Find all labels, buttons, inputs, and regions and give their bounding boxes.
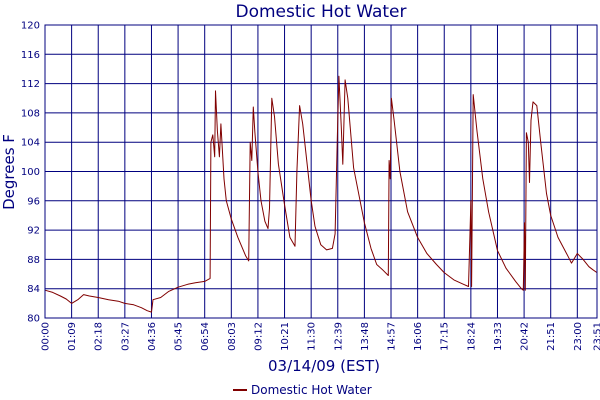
x-tick-label: 11:30 xyxy=(307,322,318,351)
chart-title: Domestic Hot Water xyxy=(235,2,406,22)
x-tick-label: 20:42 xyxy=(520,322,531,351)
x-tick-label: 12:39 xyxy=(333,322,344,351)
x-tick-label: 19:33 xyxy=(493,322,504,351)
x-tick-label: 23:51 xyxy=(593,322,600,351)
x-tick-label: 03:27 xyxy=(120,322,131,351)
y-tick-label: 116 xyxy=(21,50,40,61)
y-tick-label: 84 xyxy=(27,284,40,295)
x-tick-label: 16:06 xyxy=(413,322,424,351)
x-tick-label: 09:12 xyxy=(253,322,264,351)
x-tick-label: 01:09 xyxy=(67,322,78,351)
legend-label: Domestic Hot Water xyxy=(251,383,372,397)
y-axis-label: Degrees F xyxy=(0,134,18,210)
series-line-0 xyxy=(44,75,598,313)
x-tick-label: 04:36 xyxy=(147,322,158,351)
x-axis-label: 03/14/09 (EST) xyxy=(268,357,380,375)
y-tick-label: 88 xyxy=(27,255,40,266)
x-tick-label: 17:15 xyxy=(440,322,451,351)
y-tick-label: 80 xyxy=(27,314,40,325)
y-tick-labels: 80 84 88 92 96 100 104 108 112 116 120 xyxy=(21,21,40,325)
x-tick-label: 10:21 xyxy=(280,322,291,351)
x-tick-label: 05:45 xyxy=(174,322,185,351)
grid xyxy=(44,24,598,319)
y-tick-label: 100 xyxy=(21,167,40,178)
x-tick-label: 02:18 xyxy=(94,322,105,351)
x-tick-label: 18:24 xyxy=(466,322,477,351)
plot-frame xyxy=(44,24,598,319)
x-tick-label: 13:48 xyxy=(360,322,371,351)
x-tick-labels: 00:00 01:09 02:18 03:27 04:36 05:45 06:54 08:03… xyxy=(41,322,600,351)
y-tick-label: 120 xyxy=(21,21,40,32)
y-tick-label: 96 xyxy=(27,196,40,207)
y-tick-label: 104 xyxy=(21,138,40,149)
x-tick-label: 06:54 xyxy=(200,322,211,351)
y-tick-label: 92 xyxy=(27,226,40,237)
x-tick-label: 21:51 xyxy=(546,322,557,351)
y-tick-label: 108 xyxy=(21,108,40,119)
x-tick-label: 23:00 xyxy=(573,322,584,351)
legend: Domestic Hot Water xyxy=(233,383,372,397)
x-tick-label: 08:03 xyxy=(227,322,238,351)
x-tick-label: 00:00 xyxy=(41,322,52,351)
x-tick-label: 14:57 xyxy=(387,322,398,351)
y-tick-label: 112 xyxy=(21,79,40,90)
series-group xyxy=(44,75,598,313)
